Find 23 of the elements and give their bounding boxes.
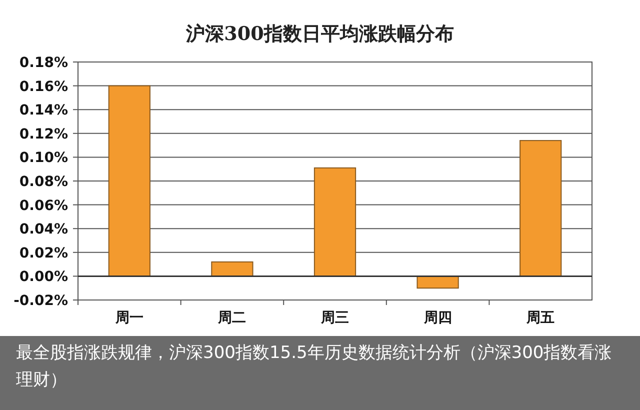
bar [211, 261, 254, 277]
y-tick-label: 0.14% [19, 102, 68, 119]
y-tick-label: 0.04% [19, 222, 68, 238]
bar [314, 167, 356, 277]
y-tick-label: 0.12% [19, 126, 68, 142]
y-tick-label: 0.08% [19, 174, 68, 190]
y-tick-label: 0.02% [19, 245, 68, 262]
y-tick-label: 0.18% [19, 55, 68, 71]
y-tick-label: 0.16% [19, 78, 68, 95]
x-tick-label: 周五 [526, 310, 555, 326]
y-tick-label: 0.00% [19, 269, 68, 286]
text: 最全股指涨跌规律，沪深300指数15.5年历史数据统计分析（沪深300指数看涨理财） [16, 342, 613, 392]
x-tick-label: 周二 [217, 310, 246, 326]
bar [108, 85, 150, 277]
y-tick-label: 0.10% [19, 150, 68, 166]
bar [520, 140, 562, 277]
chart-title: 沪深300指数日平均涨跌幅分布 [185, 23, 454, 45]
y-tick-label: 0.06% [19, 198, 68, 214]
x-tick-label: 周一 [114, 310, 144, 326]
bar [416, 276, 459, 289]
x-tick-label: 周四 [422, 310, 452, 326]
y-tick-label: -0.02% [14, 293, 68, 309]
x-tick-label: 周三 [320, 310, 349, 326]
